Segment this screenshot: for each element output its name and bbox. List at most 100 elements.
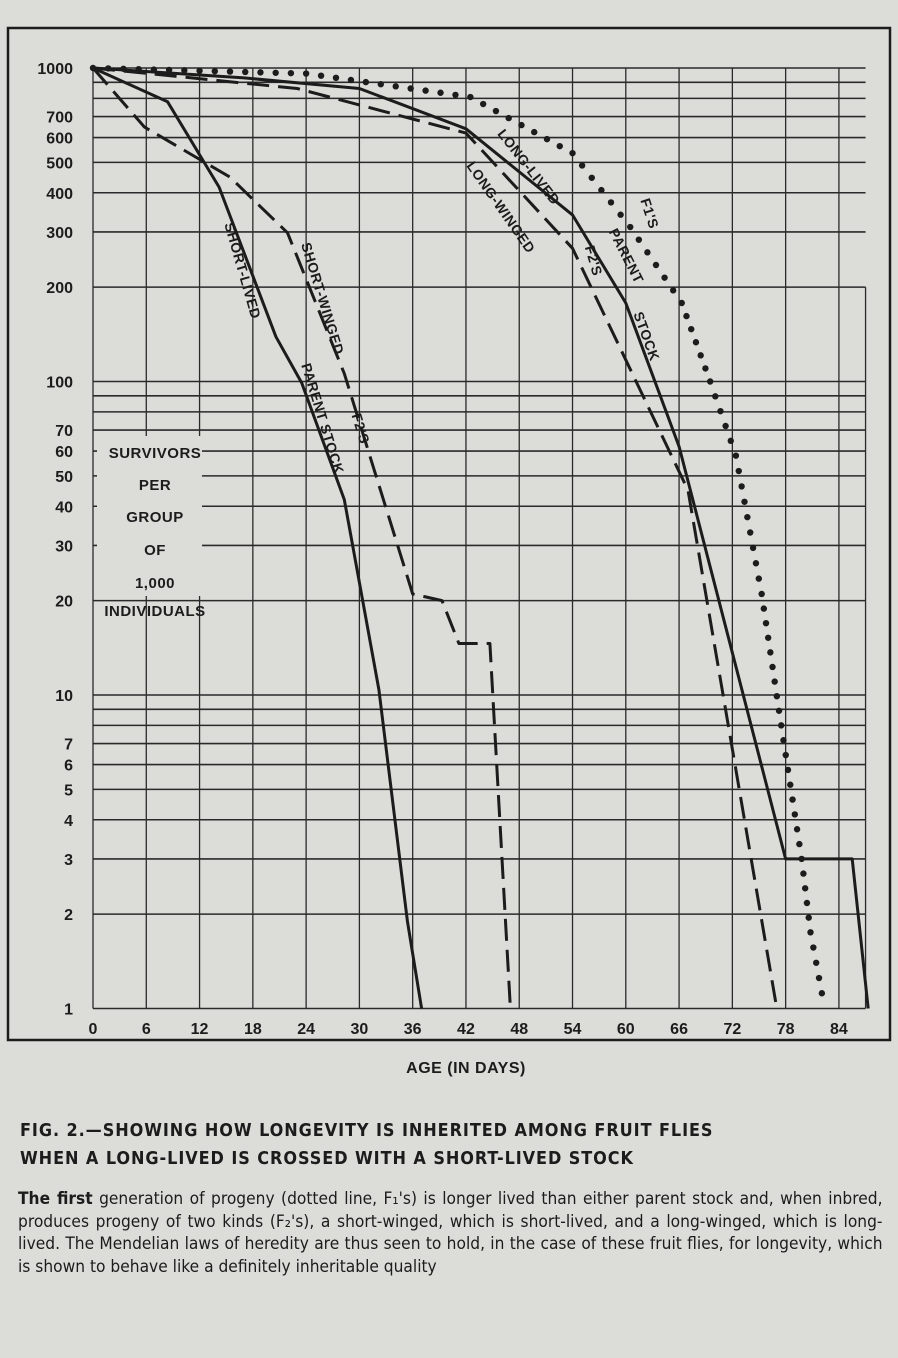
series-point — [796, 840, 803, 848]
series-point — [362, 78, 370, 86]
series-point — [150, 66, 158, 73]
y-axis-label-line: of — [144, 542, 166, 559]
series-point — [818, 990, 826, 997]
series-point — [764, 634, 772, 641]
x-tick-label: 48 — [510, 1021, 528, 1038]
figure-title-line-2: when a long-lived is crossed with a shor… — [20, 1149, 634, 1169]
y-tick-label: 1 — [64, 1002, 73, 1019]
series-point — [652, 261, 660, 269]
series-point — [120, 65, 127, 72]
series-point — [727, 437, 734, 445]
description-text: generation of progeny (dotted line, F₁'s… — [18, 1189, 883, 1277]
curve-label: F2's — [349, 411, 373, 445]
series-point — [769, 663, 776, 671]
series-point — [272, 69, 279, 76]
series-point — [755, 575, 763, 582]
y-tick-label: 30 — [55, 538, 73, 555]
y-tick-label: 50 — [55, 469, 73, 486]
series-point — [617, 211, 624, 218]
y-tick-label: 5 — [64, 782, 73, 799]
y-tick-label: 1000 — [37, 61, 73, 78]
series-point — [627, 223, 634, 231]
x-tick-label: 54 — [564, 1021, 582, 1038]
series-point — [815, 974, 823, 982]
series-point — [738, 483, 745, 490]
ylabel-box — [97, 436, 202, 596]
series-point — [805, 914, 812, 921]
series-point — [598, 186, 605, 194]
series-point — [492, 107, 500, 115]
y-tick-label: 20 — [55, 594, 73, 611]
series-point — [669, 287, 677, 294]
series-point — [226, 68, 234, 75]
y-tick-label: 6 — [64, 758, 73, 775]
x-axis-label: Age (in days) — [406, 1060, 526, 1077]
series-point — [211, 67, 218, 75]
figure-description: The first generation of progeny (dotted … — [18, 1188, 883, 1278]
y-tick-label: 200 — [46, 280, 73, 297]
y-tick-labels: 1000 700 600 500 400 300 200 100 70 60 50 40 30 20 10 7… — [37, 61, 73, 1019]
series-point — [422, 87, 429, 94]
y-axis-label-line: Survivors — [109, 445, 202, 462]
series-point — [678, 299, 685, 307]
series-point — [697, 352, 704, 359]
series-point — [784, 766, 792, 774]
series-point — [712, 393, 719, 400]
y-tick-label: 100 — [46, 375, 73, 392]
series-point — [569, 149, 576, 157]
series-point — [789, 796, 796, 803]
series-point — [407, 85, 414, 92]
series-point — [196, 67, 203, 74]
y-axis-label-line: 1,000 — [135, 575, 175, 592]
x-tick-label: 84 — [830, 1021, 848, 1038]
series-point — [798, 855, 805, 863]
series-point — [782, 751, 789, 759]
series-point — [791, 811, 799, 818]
y-tick-label: 10 — [55, 688, 73, 705]
series-point — [793, 826, 801, 833]
y-axis-label-line: Individuals — [104, 603, 205, 620]
series-point — [392, 83, 399, 90]
figure-title-line-1: Fig. 2.—Showing how longevity is inherit… — [20, 1121, 714, 1141]
x-tick-label: 66 — [670, 1021, 688, 1038]
grid — [92, 67, 867, 1010]
figure-title: Fig. 2.—Showing how longevity is inherit… — [20, 1117, 813, 1173]
series-point — [741, 498, 748, 505]
series-point — [767, 649, 774, 656]
series-point — [717, 407, 724, 415]
series-point — [749, 544, 757, 552]
series-point — [747, 529, 754, 536]
curve-label: Short-Lived — [221, 221, 264, 321]
series-point — [771, 678, 778, 685]
curve-label: Stock — [630, 309, 663, 363]
series-point — [812, 959, 820, 966]
series-point — [588, 174, 595, 181]
series-point — [760, 605, 768, 612]
series-point — [635, 236, 643, 243]
x-tick-label: 12 — [191, 1021, 209, 1038]
series-point — [467, 93, 474, 101]
series-point — [778, 722, 785, 729]
series-point — [644, 249, 651, 256]
series-point — [775, 707, 783, 714]
series-f1-dotted — [89, 64, 826, 997]
series-point — [692, 339, 700, 346]
x-tick-label: 42 — [457, 1021, 475, 1038]
y-tick-label: 3 — [64, 852, 73, 869]
series-line — [92, 66, 870, 1009]
series-point — [257, 69, 264, 76]
series-point — [683, 312, 690, 320]
series-line — [92, 66, 779, 1009]
series-point — [347, 76, 355, 84]
series-point — [377, 81, 384, 88]
y-axis-label: Survivors per Group of 1,000 Individuals — [104, 445, 205, 620]
series-point — [762, 619, 770, 627]
y-tick-label: 70 — [55, 423, 73, 440]
series-point — [752, 560, 760, 567]
description-lead: The first — [18, 1189, 93, 1209]
series-line — [91, 67, 512, 1009]
y-tick-label: 500 — [46, 155, 73, 172]
x-tick-label: 36 — [404, 1021, 422, 1038]
x-tick-label: 24 — [297, 1021, 315, 1038]
